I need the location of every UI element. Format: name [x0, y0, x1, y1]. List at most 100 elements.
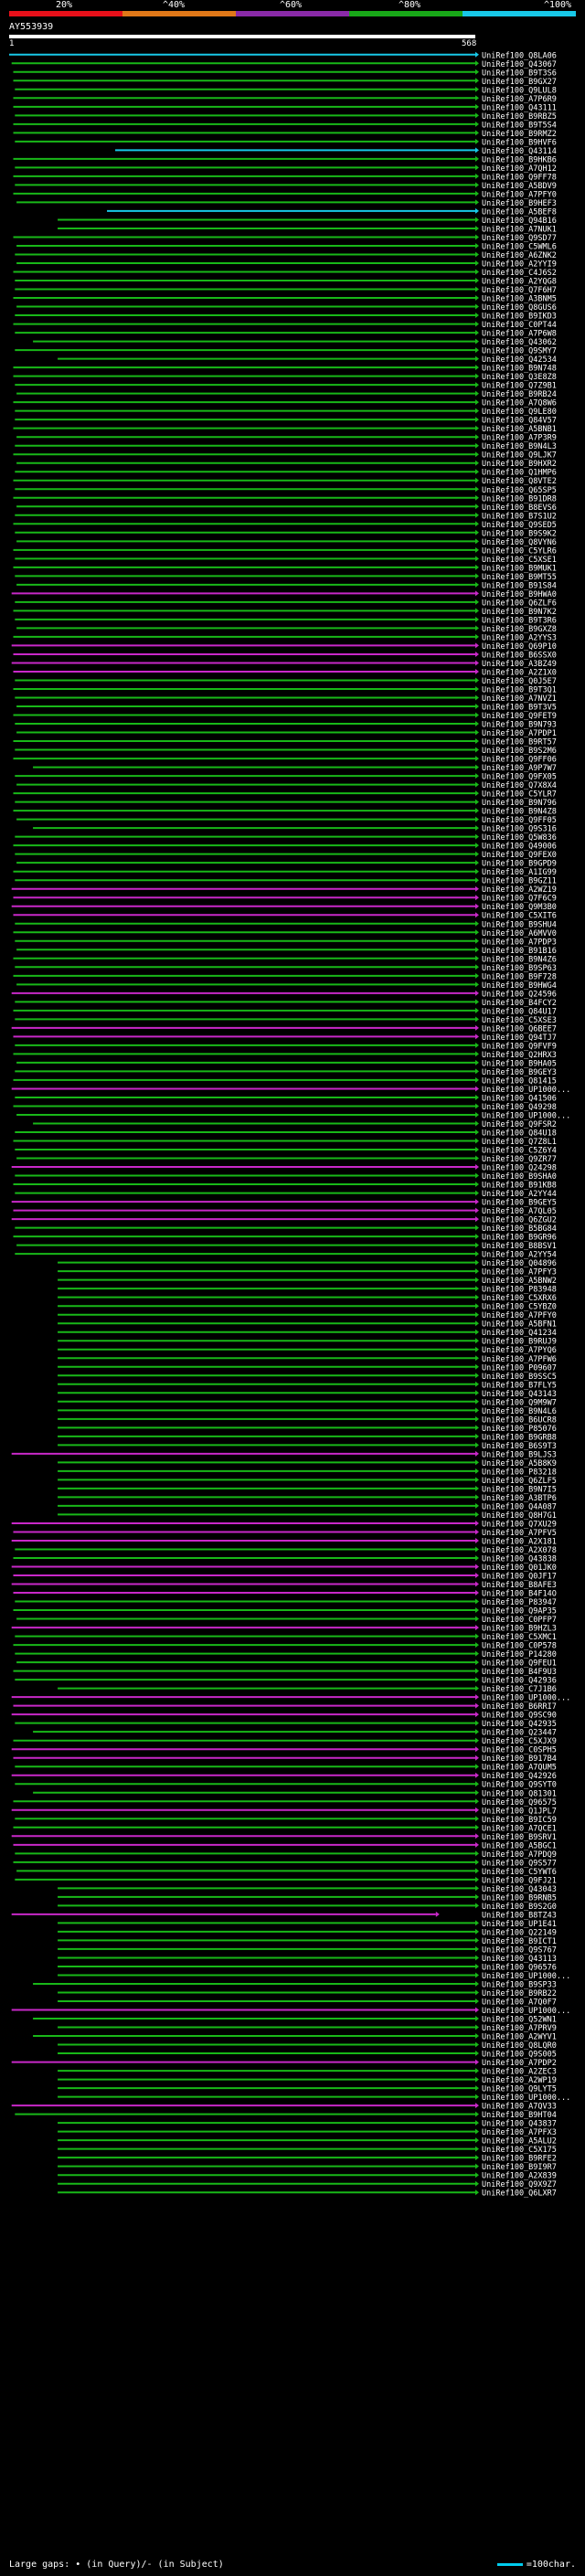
hit-label[interactable]: UniRef100_Q9FF78 — [482, 173, 557, 182]
hit-label[interactable]: UniRef100_B91B16 — [482, 947, 557, 956]
hit-label[interactable]: UniRef100_B91DR8 — [482, 494, 557, 504]
hit-label[interactable]: UniRef100_A7QL05 — [482, 1207, 557, 1216]
hit-label[interactable]: UniRef100_A7PFY0 — [482, 1311, 557, 1320]
hit-label[interactable]: UniRef100_A7PDP2 — [482, 2059, 557, 2068]
hit-label[interactable]: UniRef100_B7S1U2 — [482, 512, 557, 521]
hit-label[interactable]: UniRef100_B9S9K2 — [482, 529, 557, 538]
hit-label[interactable]: UniRef100_B9SHU4 — [482, 920, 557, 929]
hit-label[interactable]: UniRef100_B9HA05 — [482, 1059, 557, 1068]
hit-label[interactable]: UniRef100_Q9LYT5 — [482, 2085, 557, 2094]
hit-label[interactable]: UniRef100_UP1000... — [482, 2094, 570, 2103]
hit-label[interactable]: UniRef100_A7QH12 — [482, 164, 557, 174]
hit-label[interactable]: UniRef100_B9IKD3 — [482, 313, 557, 322]
hit-label[interactable]: UniRef100_B9GPD9 — [482, 860, 557, 869]
hit-label[interactable]: UniRef100_Q84V57 — [482, 417, 557, 426]
hit-label[interactable]: UniRef100_B9SP33 — [482, 1980, 557, 1989]
hit-label[interactable]: UniRef100_B9GEY3 — [482, 1068, 557, 1077]
hit-label[interactable]: UniRef100_Q8GUS6 — [482, 303, 557, 313]
hit-label[interactable]: UniRef100_Q8LA06 — [482, 51, 557, 60]
hit-label[interactable]: UniRef100_A7QCE1 — [482, 1824, 557, 1833]
hit-label[interactable]: UniRef100_A3BZ49 — [482, 660, 557, 669]
hit-label[interactable]: UniRef100_B5BG84 — [482, 1224, 557, 1234]
hit-label[interactable]: UniRef100_A5BDV9 — [482, 182, 557, 191]
hit-label[interactable]: UniRef100_A2YY54 — [482, 1251, 557, 1260]
hit-label[interactable]: UniRef100_B6UCR8 — [482, 1415, 557, 1425]
hit-label[interactable]: UniRef100_B7FLY5 — [482, 1381, 557, 1390]
hit-label[interactable]: UniRef100_A7PDP3 — [482, 938, 557, 947]
hit-label[interactable]: UniRef100_Q42926 — [482, 1772, 557, 1781]
hit-label[interactable]: UniRef100_Q1JPL7 — [482, 1807, 557, 1816]
hit-label[interactable]: UniRef100_A7PDQ9 — [482, 1850, 557, 1860]
hit-label[interactable]: UniRef100_Q3E8Z8 — [482, 373, 557, 382]
hit-label[interactable]: UniRef100_A7PFY3 — [482, 1268, 557, 1277]
hit-label[interactable]: UniRef100_B9SHA0 — [482, 1172, 557, 1182]
hit-label[interactable]: UniRef100_B9I9R7 — [482, 2163, 557, 2172]
hit-label[interactable]: UniRef100_Q9FEX0 — [482, 851, 557, 860]
hit-label[interactable]: UniRef100_Q9FEU1 — [482, 1659, 557, 1669]
hit-label[interactable]: UniRef100_A7PYQ6 — [482, 1346, 557, 1355]
hit-label[interactable]: UniRef100_Q9FF05 — [482, 816, 557, 825]
hit-label[interactable]: UniRef100_A5BNB1 — [482, 425, 557, 434]
hit-label[interactable]: UniRef100_Q9LUL8 — [482, 86, 557, 95]
hit-label[interactable]: UniRef100_Q49298 — [482, 1103, 557, 1112]
hit-label[interactable]: UniRef100_P83948 — [482, 1286, 557, 1295]
hit-label[interactable]: UniRef100_P83218 — [482, 1468, 557, 1477]
hit-label[interactable]: UniRef100_B9IC59 — [482, 1816, 557, 1825]
hit-label[interactable]: UniRef100_C5XMC1 — [482, 1633, 557, 1642]
hit-label[interactable]: UniRef100_C5XRX6 — [482, 1294, 557, 1303]
hit-label[interactable]: UniRef100_C0P578 — [482, 1642, 557, 1651]
hit-label[interactable]: UniRef100_B9GR96 — [482, 1234, 557, 1243]
hit-label[interactable]: UniRef100_B9RUJ9 — [482, 1338, 557, 1347]
hit-label[interactable]: UniRef100_C0PT44 — [482, 321, 557, 330]
hit-label[interactable]: UniRef100_P85076 — [482, 1425, 557, 1434]
hit-label[interactable]: UniRef100_B9GX27 — [482, 78, 557, 87]
hit-label[interactable]: UniRef100_Q43062 — [482, 338, 557, 347]
hit-label[interactable]: UniRef100_Q43067 — [482, 60, 557, 69]
hit-label[interactable]: UniRef100_A9P7W7 — [482, 764, 557, 773]
hit-label[interactable]: UniRef100_B9N4L3 — [482, 442, 557, 451]
hit-label[interactable]: UniRef100_B9N4Z6 — [482, 955, 557, 964]
hit-label[interactable]: UniRef100_Q43113 — [482, 1955, 557, 1964]
hit-label[interactable]: UniRef100_C5YLR6 — [482, 546, 557, 556]
hit-label[interactable]: UniRef100_Q81301 — [482, 1789, 557, 1798]
hit-label[interactable]: UniRef100_Q24298 — [482, 1164, 557, 1173]
hit-label[interactable]: UniRef100_A7NVZ1 — [482, 694, 557, 704]
hit-label[interactable]: UniRef100_B9HKB6 — [482, 155, 557, 164]
hit-label[interactable]: UniRef100_B9RNB5 — [482, 1893, 557, 1903]
hit-label[interactable]: UniRef100_UP1000... — [482, 1111, 570, 1120]
hit-label[interactable]: UniRef100_Q8VYN6 — [482, 538, 557, 547]
hit-label[interactable]: UniRef100_B9HVF6 — [482, 138, 557, 147]
hit-label[interactable]: UniRef100_B9T3S6 — [482, 69, 557, 78]
hit-label[interactable]: UniRef100_C4J6S2 — [482, 269, 557, 278]
hit-label[interactable]: UniRef100_Q7Z9B1 — [482, 382, 557, 391]
hit-label[interactable]: UniRef100_A7Q0F7 — [482, 1998, 557, 2007]
hit-label[interactable]: UniRef100_B9T3Q1 — [482, 685, 557, 694]
hit-label[interactable]: UniRef100_Q43114 — [482, 147, 557, 156]
hit-label[interactable]: UniRef100_A7P6W8 — [482, 330, 557, 339]
hit-label[interactable]: UniRef100_Q9S577 — [482, 1859, 557, 1868]
hit-label[interactable]: UniRef100_B9GEY5 — [482, 1199, 557, 1208]
hit-label[interactable]: UniRef100_A7PFY0 — [482, 190, 557, 199]
hit-label[interactable]: UniRef100_Q41506 — [482, 1094, 557, 1103]
hit-label[interactable]: UniRef100_Q9SD77 — [482, 234, 557, 243]
hit-label[interactable]: UniRef100_C5YLR7 — [482, 790, 557, 800]
hit-label[interactable]: UniRef100_A6MVV0 — [482, 929, 557, 938]
hit-label[interactable]: UniRef100_UP1000... — [482, 2007, 570, 2016]
hit-label[interactable]: UniRef100_Q7F6H7 — [482, 286, 557, 295]
hit-label[interactable]: UniRef100_B9HZL3 — [482, 1625, 557, 1634]
hit-label[interactable]: UniRef100_A7Q8W6 — [482, 399, 557, 408]
hit-label[interactable]: UniRef100_B9GZ11 — [482, 877, 557, 886]
hit-label[interactable]: UniRef100_Q9S316 — [482, 825, 557, 834]
hit-label[interactable]: UniRef100_B9HEF3 — [482, 199, 557, 208]
hit-label[interactable]: UniRef100_B9RMZ2 — [482, 130, 557, 139]
hit-label[interactable]: UniRef100_Q1HMP6 — [482, 469, 557, 478]
hit-label[interactable]: UniRef100_A5BGC1 — [482, 1841, 557, 1850]
hit-label[interactable]: UniRef100_Q6ZLF5 — [482, 1477, 557, 1486]
hit-label[interactable]: UniRef100_B9HWA0 — [482, 590, 557, 599]
hit-label[interactable]: UniRef100_B6RRI7 — [482, 1702, 557, 1712]
hit-label[interactable]: UniRef100_Q96576 — [482, 1963, 557, 1972]
hit-label[interactable]: UniRef100_Q69P10 — [482, 642, 557, 652]
hit-label[interactable]: UniRef100_C5XJX9 — [482, 1737, 557, 1746]
hit-label[interactable]: UniRef100_B8BSV1 — [482, 1242, 557, 1251]
hit-label[interactable]: UniRef100_B9HT04 — [482, 2111, 557, 2120]
